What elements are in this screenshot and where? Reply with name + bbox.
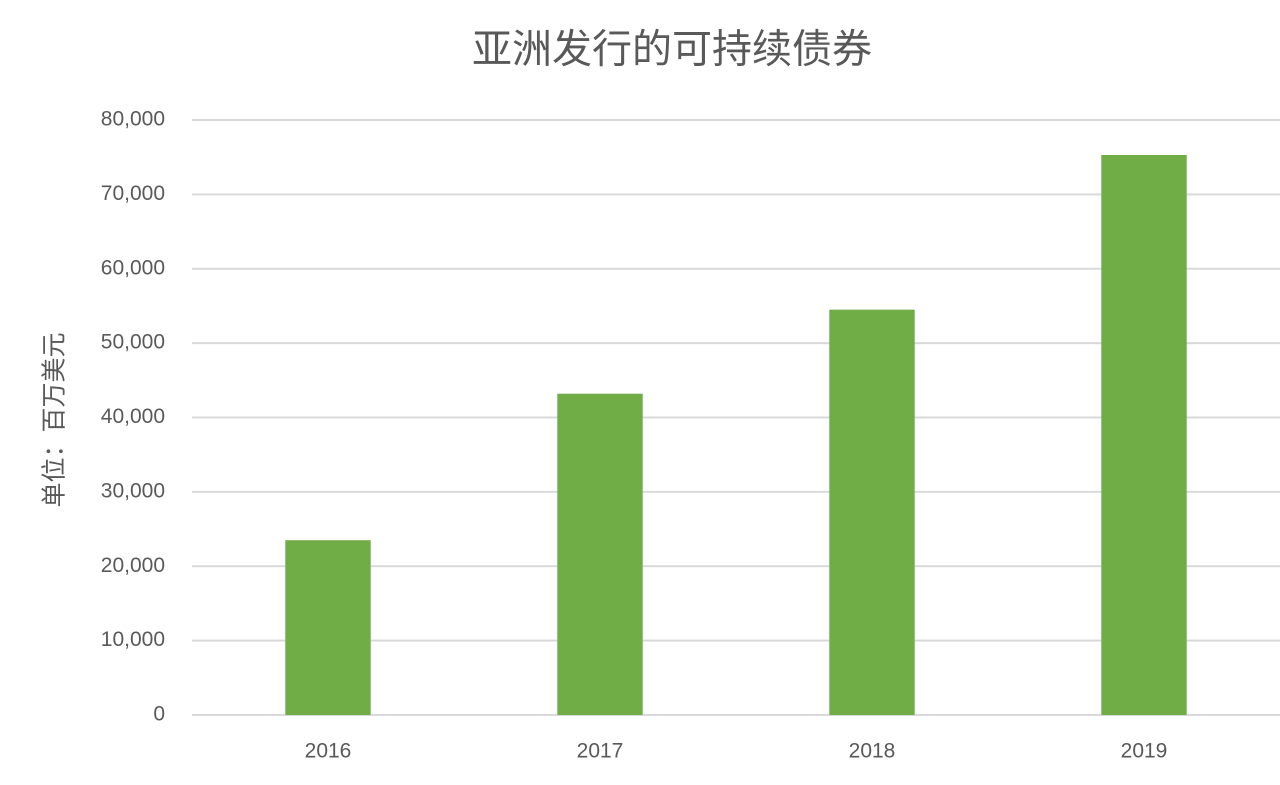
x-tick-label: 2019 <box>1121 740 1168 763</box>
y-tick-label: 30,000 <box>101 479 165 502</box>
x-tick-label: 2016 <box>305 740 352 763</box>
y-tick-label: 40,000 <box>101 405 165 428</box>
y-tick-label: 20,000 <box>101 554 165 577</box>
bar <box>829 309 915 715</box>
bar <box>557 393 643 715</box>
y-tick-label: 80,000 <box>101 108 165 131</box>
y-tick-label: 0 <box>153 703 165 726</box>
x-tick-label: 2017 <box>577 740 624 763</box>
y-tick-label: 70,000 <box>101 182 165 205</box>
y-axis-label: 单位：百万美元 <box>41 332 69 507</box>
bar <box>285 540 371 715</box>
chart-title: 亚洲发行的可持续债券 <box>472 28 872 72</box>
y-tick-label: 50,000 <box>101 331 165 354</box>
bar <box>1101 154 1187 716</box>
y-tick-label: 60,000 <box>101 256 165 279</box>
y-tick-label: 10,000 <box>101 628 165 651</box>
x-tick-label: 2018 <box>849 740 896 763</box>
